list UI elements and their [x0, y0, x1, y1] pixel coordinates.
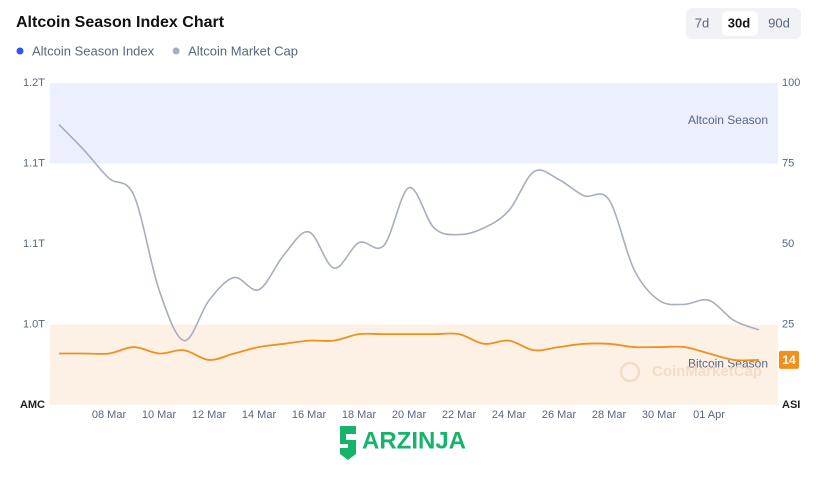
tab[interactable]: 30d [728, 15, 750, 30]
x-tick-label: 18 Mar [342, 409, 377, 421]
legend-marker [16, 47, 24, 55]
x-tick-label: 24 Mar [492, 409, 527, 421]
current-value-badge [779, 350, 799, 369]
x-tick-label: 08 Mar [92, 409, 127, 421]
x-tick-label: 01 Apr [693, 409, 725, 421]
tab-active[interactable] [722, 11, 758, 36]
y2-axis-label: ASI [782, 399, 800, 411]
legend-label[interactable]: Altcoin Season Index [32, 43, 155, 58]
series-line [58, 124, 760, 342]
x-tick-label: 20 Mar [392, 409, 427, 421]
season-band [50, 324, 778, 405]
brand-logo [340, 426, 356, 460]
chart-title: Altcoin Season Index Chart [16, 14, 225, 31]
x-tick-label: 12 Mar [192, 409, 227, 421]
x-tick-label: 14 Mar [242, 409, 277, 421]
tab[interactable]: 90d [768, 15, 790, 30]
y-axis-label: AMC [20, 399, 45, 411]
y2-tick-label: 25 [782, 318, 794, 330]
tab[interactable]: 7d [695, 15, 709, 30]
x-tick-label: 16 Mar [292, 409, 327, 421]
watermark: CoinMarketCap [652, 363, 762, 380]
season-band [50, 83, 778, 164]
y2-tick-label: 50 [782, 238, 794, 250]
y-tick-label: 1.1T [23, 157, 45, 169]
y2-tick-label: 75 [782, 157, 794, 169]
band-label: Altcoin Season [688, 113, 768, 127]
x-tick-label: 22 Mar [442, 409, 477, 421]
brand: ARZINJA [362, 427, 466, 454]
legend-marker [172, 47, 180, 55]
y-tick-label: 1.0T [23, 318, 45, 330]
y2-tick-label: 100 [782, 77, 800, 89]
x-tick-label: 30 Mar [642, 409, 677, 421]
legend-label[interactable]: Altcoin Market Cap [188, 43, 298, 58]
series-line [59, 332, 760, 362]
y-tick-label: 1.2T [23, 77, 45, 89]
y-tick-label: 1.1T [23, 238, 45, 250]
x-tick-label: 10 Mar [142, 409, 177, 421]
current-value-label: 14 [782, 353, 796, 367]
x-tick-label: 26 Mar [542, 409, 577, 421]
x-tick-label: 28 Mar [592, 409, 627, 421]
watermark-logo [619, 361, 641, 383]
